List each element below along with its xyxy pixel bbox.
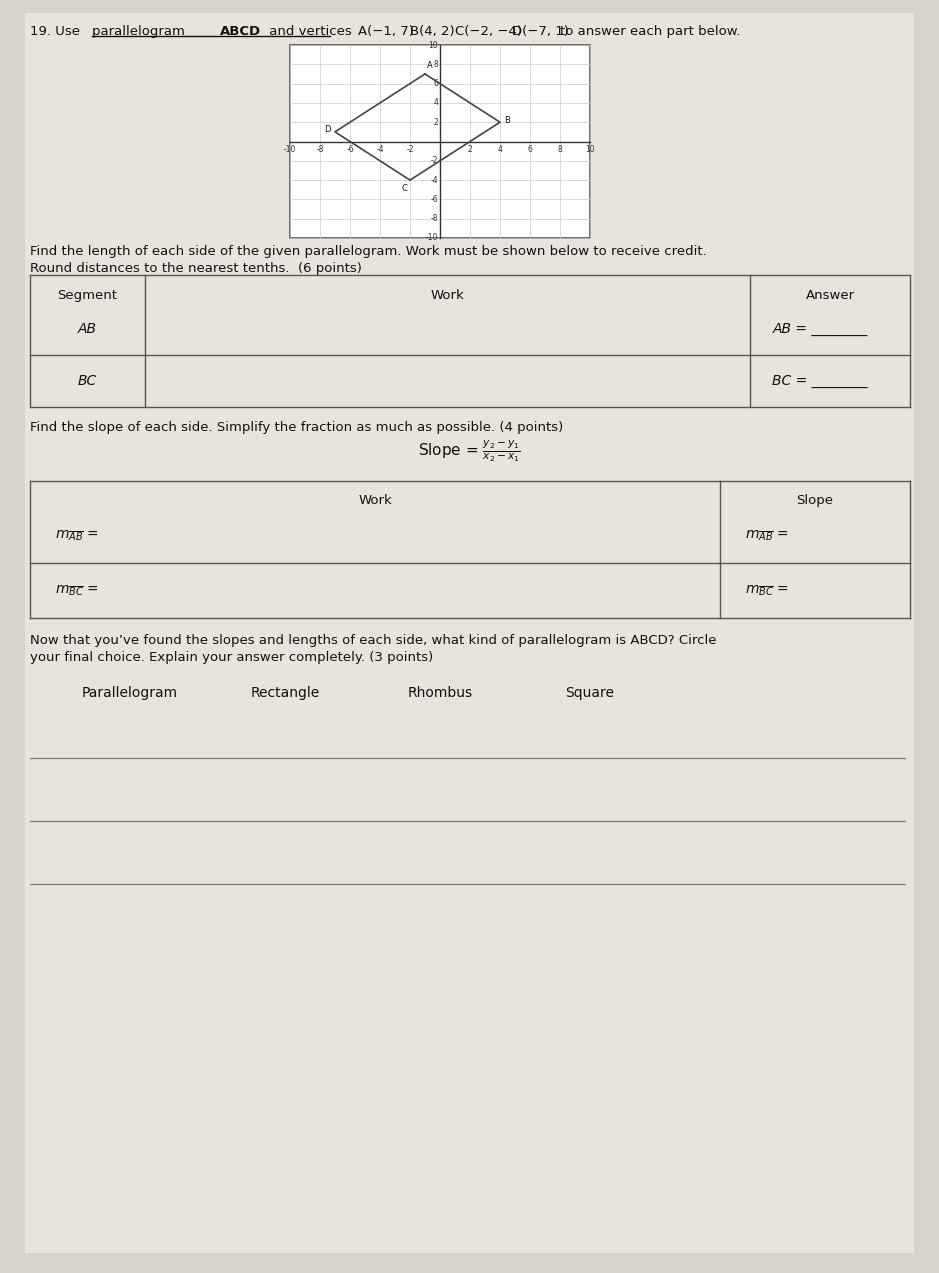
Text: C(−2, −4): C(−2, −4): [455, 25, 526, 38]
Text: 6: 6: [528, 145, 532, 154]
Text: ABCD: ABCD: [220, 25, 261, 38]
FancyBboxPatch shape: [290, 45, 590, 238]
Text: BC: BC: [77, 374, 97, 388]
Text: -4: -4: [377, 145, 384, 154]
Text: $m_{\overline{AB}}$ =: $m_{\overline{AB}}$ =: [745, 528, 789, 542]
Text: AB = ________: AB = ________: [772, 322, 868, 336]
Text: D: D: [325, 125, 331, 135]
Text: your final choice. Explain your answer completely. (3 points): your final choice. Explain your answer c…: [30, 651, 433, 665]
Text: Slope: Slope: [796, 494, 834, 507]
Text: Round distances to the nearest tenths.  (6 points): Round distances to the nearest tenths. (…: [30, 262, 362, 275]
Text: AB: AB: [78, 322, 97, 336]
Text: -6: -6: [430, 195, 438, 204]
Text: -8: -8: [316, 145, 324, 154]
Text: B: B: [504, 116, 510, 125]
Text: B(4, 2): B(4, 2): [410, 25, 459, 38]
Text: Segment: Segment: [57, 289, 117, 302]
Text: Rhombus: Rhombus: [408, 686, 472, 700]
Text: Answer: Answer: [806, 289, 854, 302]
Text: -4: -4: [430, 176, 438, 185]
Text: 4: 4: [498, 145, 502, 154]
Text: Find the slope of each side. Simplify the fraction as much as possible. (4 point: Find the slope of each side. Simplify th…: [30, 421, 563, 434]
Text: Slope = $\frac{y_2 - y_1}{x_2 - x_1}$: Slope = $\frac{y_2 - y_1}{x_2 - x_1}$: [418, 439, 520, 465]
Text: parallelogram: parallelogram: [92, 25, 189, 38]
Text: A(−1, 7): A(−1, 7): [358, 25, 418, 38]
Text: -8: -8: [430, 214, 438, 223]
Text: $m_{\overline{BC}}$ =: $m_{\overline{BC}}$ =: [55, 583, 99, 598]
FancyBboxPatch shape: [25, 13, 914, 1253]
Text: BC = ________: BC = ________: [772, 374, 868, 388]
Text: -6: -6: [346, 145, 354, 154]
Text: 19. Use: 19. Use: [30, 25, 85, 38]
Text: to answer each part below.: to answer each part below.: [560, 25, 741, 38]
Text: Rectangle: Rectangle: [251, 686, 319, 700]
Text: -2: -2: [407, 145, 414, 154]
Text: $m_{\overline{BC}}$ =: $m_{\overline{BC}}$ =: [745, 583, 789, 598]
Text: Work: Work: [430, 289, 464, 302]
Text: Now that you’ve found the slopes and lengths of each side, what kind of parallel: Now that you’ve found the slopes and len…: [30, 634, 716, 647]
Text: Find the length of each side of the given parallelogram. Work must be shown belo: Find the length of each side of the give…: [30, 244, 707, 258]
Text: 2: 2: [468, 145, 472, 154]
Text: $m_{\overline{AB}}$ =: $m_{\overline{AB}}$ =: [55, 528, 99, 542]
Text: -2: -2: [430, 157, 438, 165]
Text: C: C: [401, 185, 407, 193]
Text: 8: 8: [433, 60, 438, 69]
Text: Parallelogram: Parallelogram: [82, 686, 178, 700]
Text: -10: -10: [425, 233, 438, 242]
Text: 10: 10: [585, 145, 594, 154]
Text: and vertices: and vertices: [265, 25, 356, 38]
Text: 2: 2: [433, 117, 438, 127]
Text: 8: 8: [558, 145, 562, 154]
Text: 4: 4: [433, 98, 438, 107]
Text: Square: Square: [565, 686, 614, 700]
Text: A: A: [427, 61, 433, 70]
Text: -10: -10: [284, 145, 296, 154]
Text: Work: Work: [358, 494, 392, 507]
Text: 6: 6: [433, 79, 438, 88]
Text: D(−7, 1): D(−7, 1): [512, 25, 573, 38]
Text: 10: 10: [428, 41, 438, 50]
